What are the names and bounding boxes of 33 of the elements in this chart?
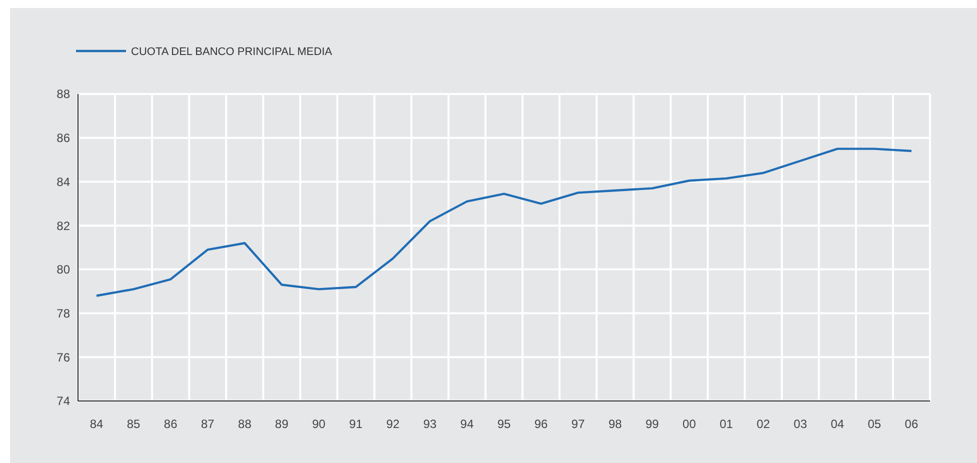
- x-tick-label: 05: [868, 417, 882, 431]
- x-tick-label: 86: [164, 417, 178, 431]
- y-tick-label: 80: [56, 262, 70, 277]
- x-tick-label: 91: [349, 417, 363, 431]
- x-tick-label: 95: [497, 417, 511, 431]
- x-tick-label: 00: [682, 417, 696, 431]
- y-tick-label: 84: [56, 174, 70, 189]
- x-tick-label: 87: [200, 417, 215, 431]
- x-tick-label: 90: [312, 417, 326, 431]
- x-tick-label: 97: [571, 417, 586, 431]
- x-tick-label: 98: [608, 417, 622, 431]
- x-tick-label: 04: [830, 417, 844, 431]
- legend-label: CUOTA DEL BANCO PRINCIPAL MEDIA: [131, 46, 333, 58]
- line-series: [95, 148, 913, 297]
- y-tick-label: 78: [56, 306, 70, 320]
- x-tick-label: 85: [126, 417, 141, 431]
- x-tick-label: 94: [460, 417, 474, 431]
- y-tick-label: 88: [56, 87, 70, 102]
- x-tick-label: 88: [238, 417, 252, 431]
- x-tick-label: 84: [90, 417, 104, 431]
- x-tick-label: 02: [756, 417, 770, 431]
- y-tick-label: 86: [56, 131, 70, 146]
- x-tick-label: 06: [904, 417, 918, 431]
- x-tick-label: 92: [386, 417, 400, 431]
- y-tick-label: 76: [56, 350, 70, 364]
- x-tick-label: 01: [720, 417, 734, 431]
- x-tick-label: 89: [275, 417, 289, 431]
- y-tick-label: 82: [56, 218, 70, 233]
- y-tick-label: 74: [56, 394, 70, 408]
- x-tick-label: 99: [645, 417, 660, 431]
- x-tick-label: 96: [534, 417, 548, 431]
- x-tick-label: 03: [794, 417, 808, 431]
- x-tick-label: 93: [423, 417, 437, 431]
